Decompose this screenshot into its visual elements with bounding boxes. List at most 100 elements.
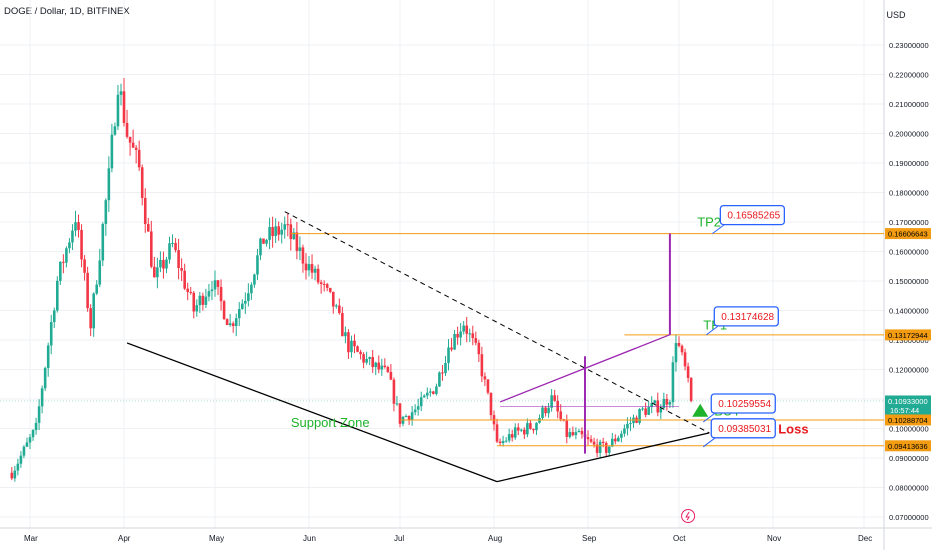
candle-body — [110, 134, 114, 169]
candle-body — [271, 227, 274, 237]
candle-body — [319, 282, 323, 284]
candle-body — [122, 91, 126, 123]
candle-body — [644, 408, 647, 415]
candle-body — [504, 440, 508, 442]
candle-body — [253, 274, 256, 285]
candle-body — [234, 318, 238, 327]
candle-body — [516, 427, 520, 431]
candle-body — [559, 411, 563, 420]
candle-body — [671, 362, 675, 403]
buy-tag — [885, 414, 931, 426]
candle-body — [495, 424, 499, 442]
candle-body — [183, 270, 186, 289]
candle-body — [298, 247, 302, 251]
candle-body — [586, 437, 590, 440]
candle-body — [595, 444, 599, 453]
candle-body — [489, 392, 493, 416]
candle-body — [283, 224, 287, 230]
candle-body — [674, 343, 678, 363]
candle-body — [541, 407, 544, 419]
candle-body — [359, 351, 362, 355]
y-tick-label: 0.19000000 — [889, 159, 929, 168]
current-price-countdown-label: 16:57:44 — [890, 406, 919, 415]
candle-body — [395, 403, 399, 405]
candle-body — [165, 259, 168, 269]
candle-body — [432, 391, 435, 394]
candle-body — [216, 280, 220, 287]
candle-body — [268, 227, 271, 240]
candle-body — [256, 255, 259, 275]
y-tick-label: 0.23000000 — [889, 41, 929, 50]
candle-body — [574, 432, 578, 436]
candle-body — [143, 197, 147, 225]
x-tick-label: Mar — [24, 534, 38, 543]
candle-body — [52, 310, 56, 323]
event-icon — [681, 509, 696, 523]
currency-label[interactable]: USD — [886, 10, 906, 20]
candle-body — [277, 226, 280, 235]
candle-body — [25, 442, 29, 447]
candle-body — [610, 438, 614, 447]
candle-body — [289, 224, 293, 240]
y-tick-label: 0.08000000 — [889, 484, 929, 493]
candle-body — [620, 433, 623, 438]
candle-body — [638, 409, 641, 423]
candle-body — [441, 372, 444, 374]
x-tick-label: Oct — [673, 534, 686, 543]
candle-body — [295, 232, 299, 251]
candle-body — [377, 362, 381, 370]
candle-body — [604, 442, 608, 453]
candle-body — [40, 388, 44, 407]
y-tick-label: 0.18000000 — [889, 189, 929, 198]
triangle-base-line — [496, 432, 710, 483]
candle-body — [383, 365, 387, 368]
x-tick-label: Sep — [582, 534, 597, 543]
candle-body — [177, 250, 180, 269]
candle-body — [95, 284, 99, 294]
tp1-callout-box — [713, 306, 779, 327]
candle-body — [22, 446, 26, 456]
y-tick-label: 0.12000000 — [889, 366, 929, 375]
candle-body — [577, 430, 581, 433]
candle-body — [301, 247, 305, 264]
candle-body — [435, 386, 438, 394]
candle-body — [250, 284, 253, 294]
candle-body — [553, 395, 556, 401]
stop-loss-tag — [885, 440, 931, 452]
candle-body — [547, 407, 550, 414]
candle-body — [389, 371, 393, 380]
candle-body — [174, 242, 177, 251]
candle-body — [598, 441, 602, 453]
candle-body — [450, 347, 453, 350]
candle-body — [322, 283, 326, 285]
candle-body — [65, 248, 68, 263]
candle-body — [477, 342, 481, 355]
candle-body — [222, 301, 226, 320]
candle-body — [307, 264, 311, 271]
candle-body — [228, 323, 232, 326]
support-trendline — [126, 342, 498, 483]
candle-body — [68, 242, 71, 249]
candle-body — [146, 224, 150, 232]
candle-body — [344, 332, 347, 337]
candle-body — [101, 223, 105, 261]
x-tick-label: Jun — [303, 534, 316, 543]
candle-body — [513, 427, 517, 438]
candle-body — [347, 332, 350, 353]
tp2-callout-pointer — [712, 224, 725, 235]
candle-body — [601, 441, 605, 443]
candle-body — [59, 261, 62, 281]
candle-body — [34, 422, 38, 431]
candle-body — [244, 300, 247, 304]
candle-body — [677, 343, 681, 346]
candle-body — [641, 408, 644, 410]
candle-body — [544, 407, 547, 414]
chart-title: DOGE / Dollar, 1D, BITFINEX — [4, 6, 130, 17]
x-tick-label: Aug — [488, 534, 502, 543]
candle-body — [668, 402, 672, 405]
candle-body — [192, 292, 196, 312]
candle-body — [653, 400, 657, 404]
candle-body — [231, 323, 235, 327]
